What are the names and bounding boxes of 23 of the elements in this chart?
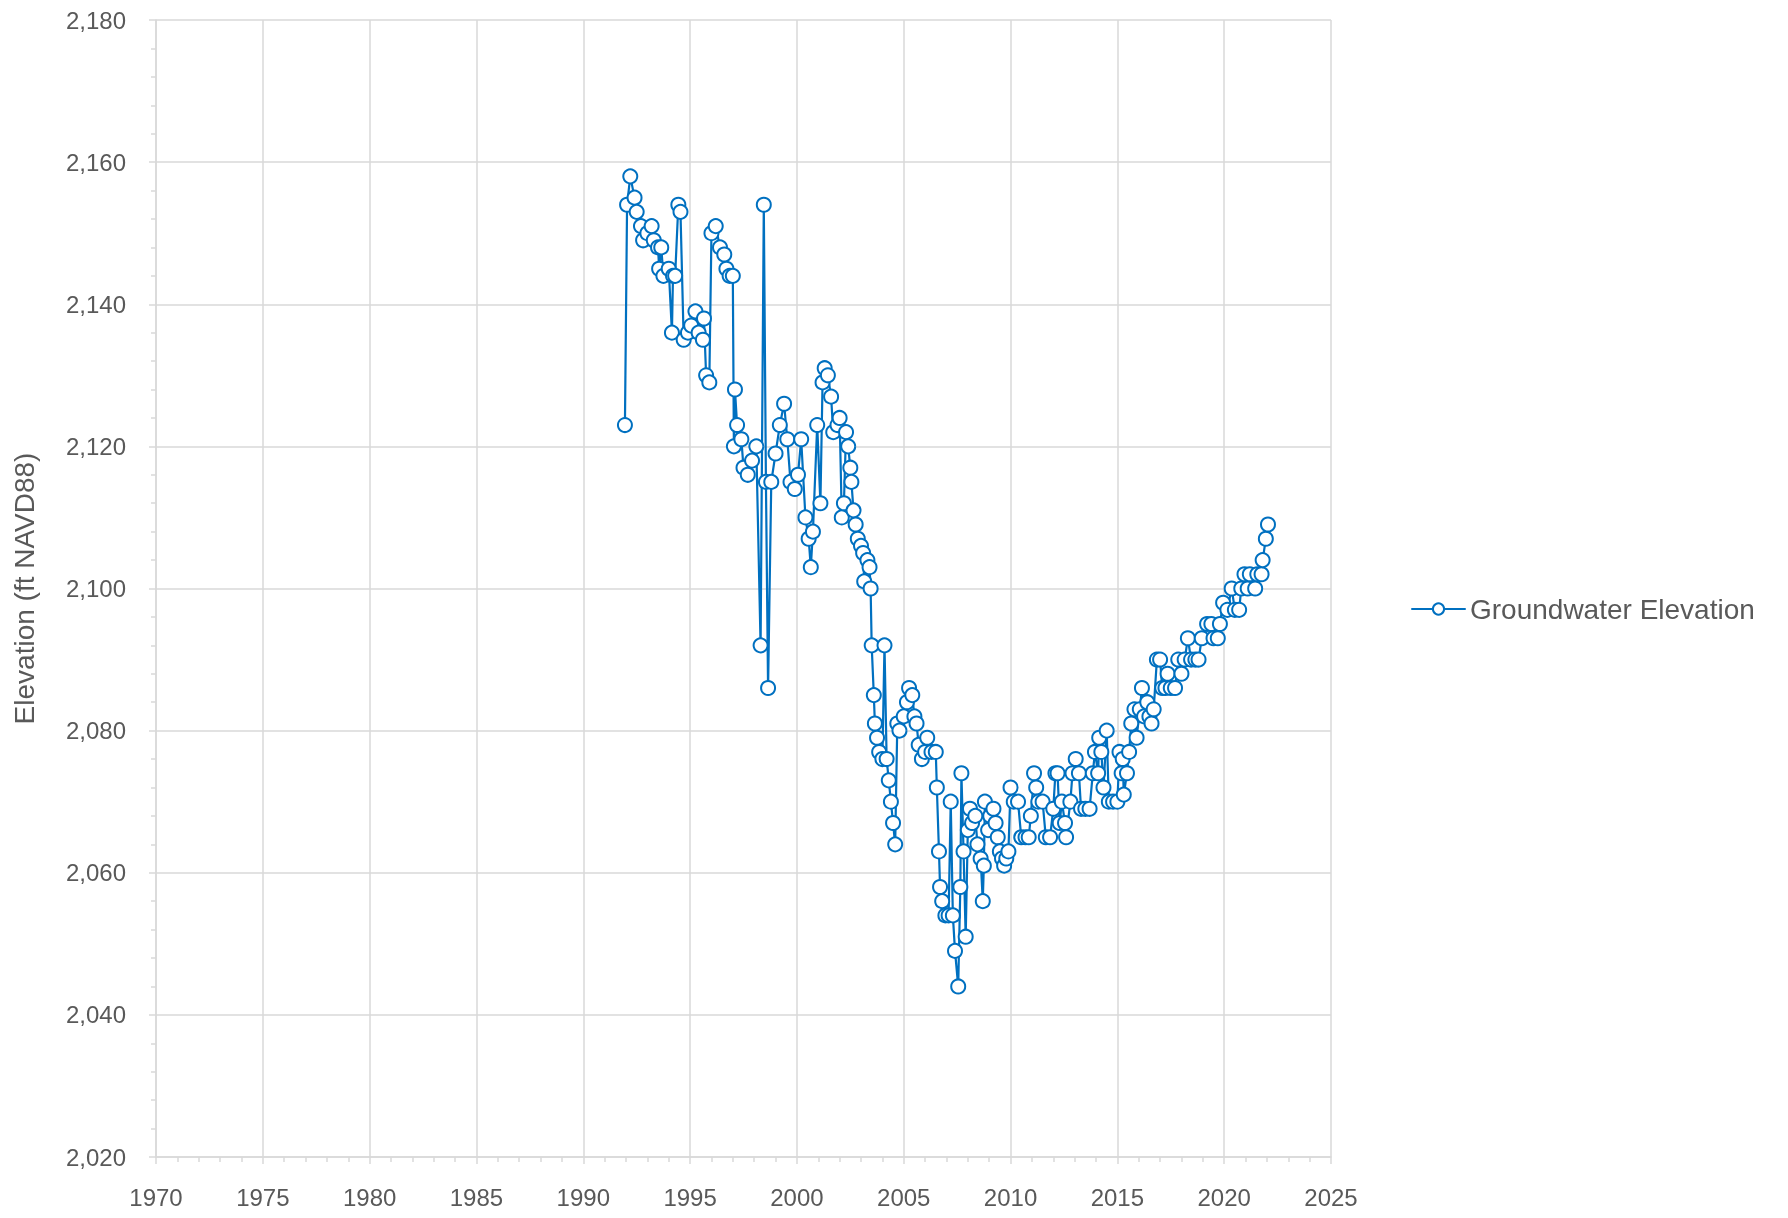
x-tick-label: 2000 (770, 1183, 824, 1211)
y-tick-label: 2,140 (65, 290, 126, 318)
y-tick-label: 2,020 (65, 1143, 126, 1171)
y-tick-label: 2,080 (65, 717, 126, 745)
y-tick-label: 2,120 (65, 432, 126, 460)
x-tick-label: 2025 (1304, 1183, 1358, 1211)
x-tick-label: 1970 (129, 1183, 183, 1211)
legend-label: Groundwater Elevation (1470, 593, 1755, 625)
x-tick-label: 2020 (1197, 1183, 1251, 1211)
y-tick-label: 2,040 (65, 1001, 126, 1029)
y-tick-label: 2,100 (65, 575, 126, 602)
y-tick-label: 2,060 (65, 859, 126, 887)
x-tick-label: 1990 (556, 1183, 610, 1211)
x-tick-label: 1985 (449, 1183, 504, 1211)
x-tick-label: 1975 (236, 1183, 290, 1211)
x-tick-label: 2005 (877, 1183, 931, 1211)
y-axis-title: Elevation (ft NAVD88) (8, 452, 40, 725)
y-tick-label: 2,180 (65, 6, 126, 34)
x-tick-label: 2010 (983, 1183, 1038, 1211)
x-tick-label: 2015 (1090, 1183, 1145, 1211)
x-tick-label: 1980 (342, 1183, 397, 1211)
y-tick-label: 2,160 (65, 148, 126, 176)
x-tick-label: 1995 (663, 1183, 717, 1211)
